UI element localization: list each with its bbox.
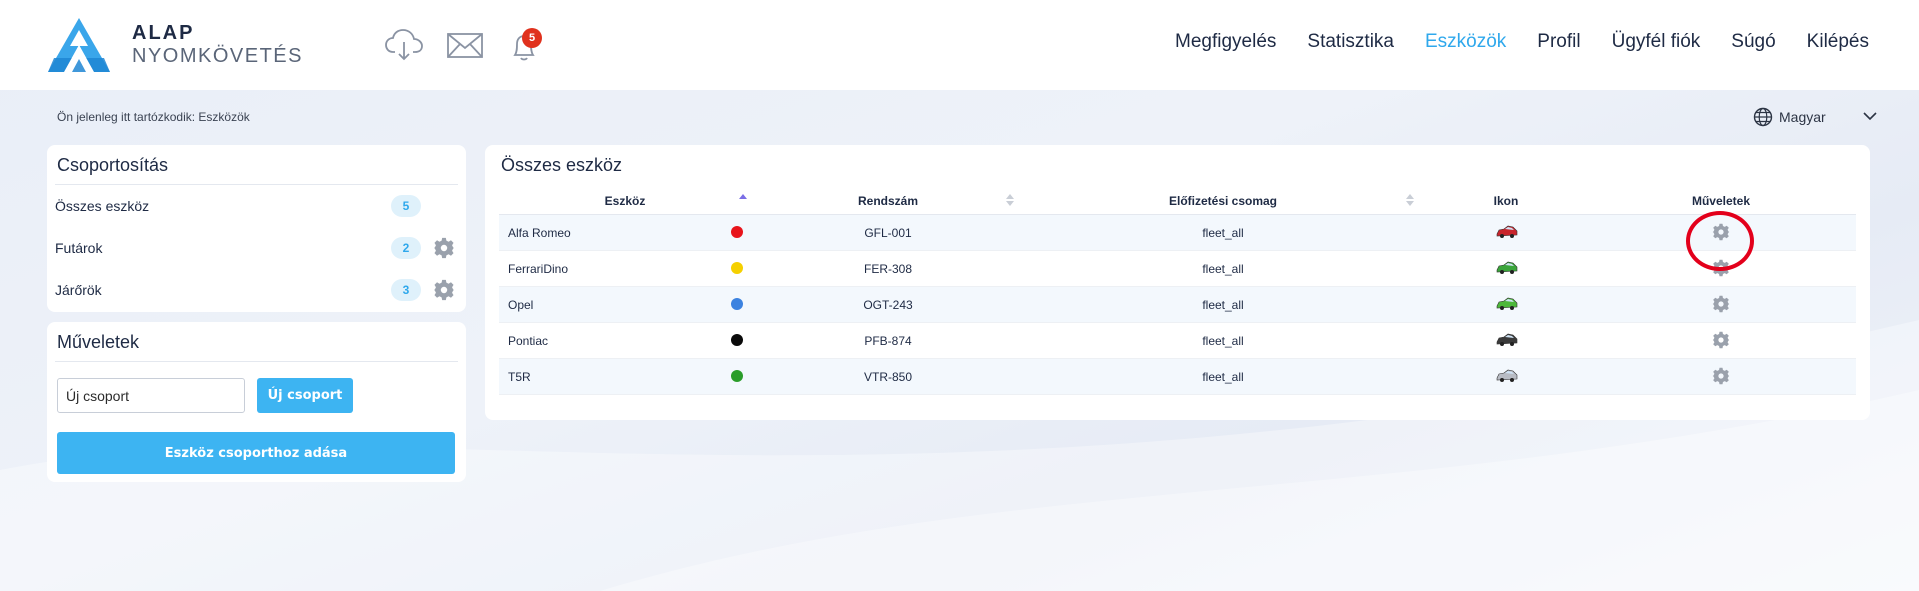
grouping-title: Csoportosítás [55,145,458,185]
gear-icon[interactable] [1712,259,1730,277]
nav-statisztika[interactable]: Statisztika [1307,31,1394,52]
group-label: Járőrök [55,282,102,298]
sort-icon[interactable] [1406,193,1414,207]
language-label: Magyar [1779,109,1826,125]
nav-sugo[interactable]: Súgó [1731,31,1776,52]
envelope-icon[interactable] [446,28,484,62]
group-count: 5 [391,195,421,217]
globe-icon [1753,107,1773,127]
cloud-download-icon[interactable] [385,28,423,62]
brand-line1: ALAP [132,22,195,44]
device-color-dot [731,262,743,274]
operations-title: Műveletek [55,322,458,362]
car-icon [1496,297,1518,310]
notification-badge: 5 [522,28,542,48]
gear-icon[interactable] [1712,223,1730,241]
operations-panel: Műveletek Új csoport Eszköz csoporthoz a… [47,322,466,482]
device-plate: OGT-243 [863,298,913,312]
grouping-panel: Csoportosítás Összes eszköz 5 Futárok 2 … [47,145,466,312]
gear-icon[interactable] [1712,295,1730,313]
device-color-dot [731,226,743,238]
table-row[interactable]: T5R VTR-850 fleet_all [499,359,1856,395]
device-plan: fleet_all [1202,370,1244,384]
nav-profil[interactable]: Profil [1537,31,1581,52]
device-color-dot [731,370,743,382]
car-icon [1496,333,1518,346]
sort-icon[interactable] [1006,193,1014,207]
brand-line2: NYOMKÖVETÉS [132,45,303,67]
gear-icon[interactable] [433,237,455,259]
col-eszkoz[interactable]: Eszköz [604,194,646,208]
brand-logo-icon[interactable] [48,18,110,72]
main-nav: Megfigyelés Statisztika Eszközök Profil … [1144,31,1869,53]
device-plate: GFL-001 [864,226,912,240]
table-row[interactable]: FerrariDino FER-308 fleet_all [499,251,1856,287]
language-selector[interactable]: Magyar [1753,107,1877,127]
col-ikon: Ikon [1493,194,1519,208]
nav-ugyfel-fiok[interactable]: Ügyfél fiók [1611,31,1701,52]
device-name: Pontiac [508,334,549,348]
car-icon [1496,225,1518,238]
col-elofizetesi-csomag[interactable]: Előfizetési csomag [1168,194,1278,208]
new-group-input[interactable] [57,378,245,413]
group-label: Futárok [55,240,103,256]
col-rendszam[interactable]: Rendszám [857,194,919,208]
device-name: Alfa Romeo [508,226,571,240]
top-header: ALAP NYOMKÖVETÉS 5 Megfigyelés Statiszti… [0,0,1919,90]
device-plate: PFB-874 [864,334,912,348]
device-plan: fleet_all [1202,334,1244,348]
group-label: Összes eszköz [55,198,150,214]
car-icon [1496,261,1518,274]
nav-eszkozok[interactable]: Eszközök [1424,31,1507,52]
gear-icon[interactable] [433,279,455,301]
devices-title: Összes eszköz [501,155,623,175]
table-row[interactable]: Alfa Romeo GFL-001 fleet_all [499,215,1856,251]
device-plan: fleet_all [1202,226,1244,240]
devices-panel: Összes eszköz Eszköz Rendszám Előfizetés… [485,145,1870,420]
col-muveletek: Műveletek [1691,194,1751,208]
device-name: Opel [508,298,534,312]
devices-table: Eszköz Rendszám Előfizetési csomag Ikon … [499,185,1856,395]
brand-name: ALAP NYOMKÖVETÉS [132,22,303,68]
table-row[interactable]: Pontiac PFB-874 fleet_all [499,323,1856,359]
chevron-down-icon[interactable] [1863,111,1877,121]
group-row-jarorok[interactable]: Járőrök 3 [55,269,457,311]
gear-icon[interactable] [1712,367,1730,385]
nav-megfigyeles[interactable]: Megfigyelés [1175,31,1277,52]
device-color-dot [731,298,743,310]
add-device-to-group-button[interactable]: Eszköz csoporthoz adása [57,432,455,474]
device-plate: FER-308 [863,262,913,276]
nav-kilepes[interactable]: Kilépés [1806,31,1869,52]
device-name: FerrariDino [508,262,569,276]
group-count: 3 [391,279,421,301]
device-color-dot [731,334,743,346]
breadcrumb: Ön jelenleg itt tartózkodik: Eszközök [57,110,250,124]
car-icon [1496,369,1518,382]
group-row-all[interactable]: Összes eszköz 5 [55,185,457,227]
table-header: Eszköz Rendszám Előfizetési csomag Ikon … [499,185,1856,215]
device-plan: fleet_all [1202,298,1244,312]
sort-asc-icon[interactable] [739,193,747,207]
new-group-button[interactable]: Új csoport [257,378,353,413]
table-body: Alfa Romeo GFL-001 fleet_all FerrariDino FER… [499,215,1856,395]
table-row[interactable]: Opel OGT-243 fleet_all [499,287,1856,323]
device-plate: VTR-850 [863,370,913,384]
group-count: 2 [391,237,421,259]
device-name: T5R [508,370,531,384]
gear-icon[interactable] [1712,331,1730,349]
group-row-futarok[interactable]: Futárok 2 [55,227,457,269]
device-plan: fleet_all [1202,262,1244,276]
